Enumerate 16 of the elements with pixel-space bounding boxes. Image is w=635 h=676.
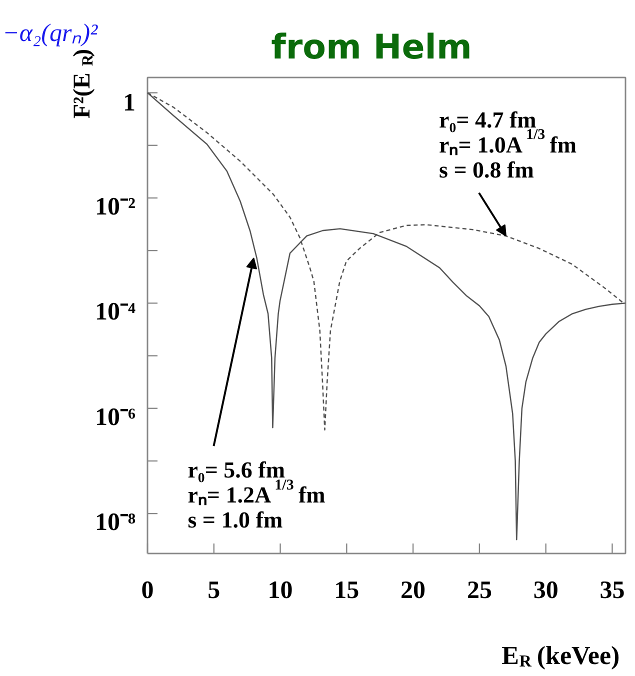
x-tick-label: 0 <box>141 577 154 604</box>
y-tick-label: 1 <box>123 89 136 116</box>
x-tick-label: 35 <box>600 577 625 604</box>
y-tick-label: 10⁻⁴ <box>95 298 136 326</box>
chart-title: from Helm <box>271 28 472 68</box>
x-tick-label: 20 <box>400 577 426 604</box>
x-tick-label: 30 <box>533 577 558 604</box>
y-tick-label: 10⁻⁶ <box>95 404 136 431</box>
text: −α₂(qrₙ)² <box>2 20 98 47</box>
x-tick-label: 15 <box>334 577 360 604</box>
x-tick-label: 10 <box>268 577 293 604</box>
y-tick-label: 10⁻² <box>95 193 136 220</box>
y-tick-label: 10⁻⁸ <box>95 509 136 536</box>
x-tick-label: 25 <box>466 577 492 604</box>
y-axis-title: F²(ER) <box>70 48 96 118</box>
x-tick-label: 5 <box>208 577 220 604</box>
